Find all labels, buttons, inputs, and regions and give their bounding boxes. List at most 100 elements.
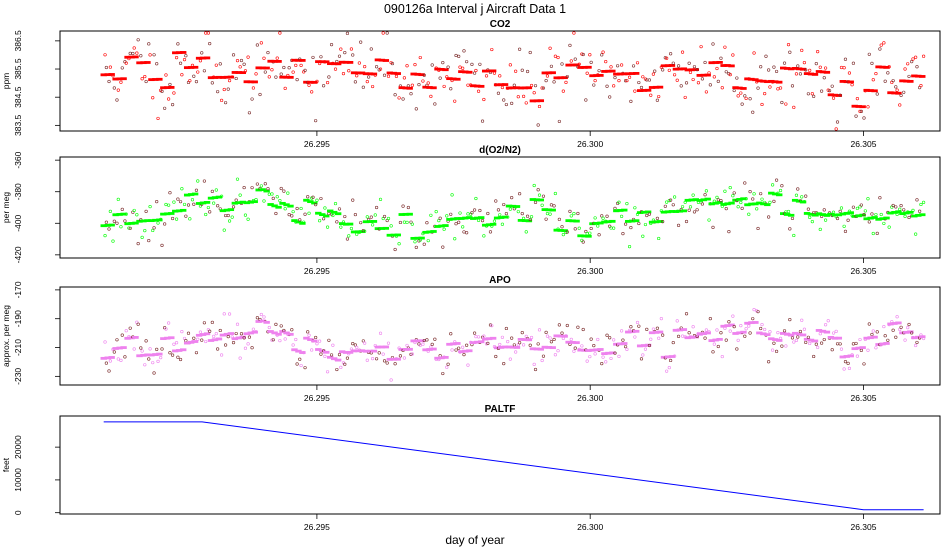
- data-point-co2: [751, 110, 755, 114]
- data-point-o2n2: [903, 214, 907, 219]
- data-point-o2n2: [786, 209, 791, 214]
- data-point-apo: [752, 321, 759, 324]
- data-point-co2: [764, 80, 771, 84]
- data-point-apo: [804, 340, 808, 345]
- data-point-apo: [589, 348, 596, 352]
- data-point-apo: [350, 349, 358, 353]
- data-point-o2n2: [744, 203, 751, 207]
- data-point-o2n2: [290, 214, 294, 218]
- data-point-o2n2: [879, 212, 883, 217]
- data-point-o2n2: [776, 193, 783, 197]
- data-point-co2: [167, 97, 171, 101]
- data-point-o2n2: [680, 209, 688, 213]
- data-point-apo: [143, 363, 147, 367]
- data-point-o2n2: [778, 188, 783, 193]
- data-point-apo: [907, 322, 911, 327]
- data-point-apo: [557, 323, 561, 327]
- data-point-apo: [222, 312, 226, 316]
- data-point-apo: [132, 347, 136, 351]
- data-point-co2: [914, 55, 918, 59]
- data-point-apo: [351, 342, 355, 346]
- data-point-o2n2: [401, 204, 405, 208]
- data-point-co2: [481, 69, 489, 73]
- data-point-co2: [637, 80, 641, 85]
- data-point-co2: [560, 62, 564, 66]
- data-point-o2n2: [222, 228, 226, 232]
- data-point-o2n2: [819, 213, 827, 216]
- data-point-o2n2: [620, 214, 624, 218]
- data-point-o2n2: [688, 198, 696, 202]
- data-point-co2: [192, 74, 196, 78]
- data-point-o2n2: [116, 197, 120, 201]
- data-point-co2: [144, 61, 151, 64]
- data-point-o2n2: [629, 225, 633, 230]
- data-point-co2: [152, 78, 159, 81]
- data-point-apo: [327, 355, 334, 359]
- data-point-apo: [529, 335, 534, 340]
- x-tick-label-paltf-2: 26.305: [850, 522, 876, 532]
- data-point-apo: [573, 341, 580, 345]
- data-point-co2: [266, 50, 270, 55]
- data-point-o2n2: [613, 206, 617, 210]
- data-point-o2n2: [740, 197, 747, 201]
- data-point-o2n2: [413, 240, 417, 244]
- data-point-o2n2: [227, 219, 232, 223]
- data-point-o2n2: [561, 233, 565, 237]
- data-point-apo: [605, 333, 609, 337]
- data-point-co2: [665, 56, 669, 60]
- data-point-o2n2: [172, 209, 179, 213]
- data-point-co2: [470, 84, 477, 88]
- data-point-co2: [919, 75, 926, 78]
- y-tick-label-apo-0: -230: [13, 368, 23, 385]
- data-point-apo: [147, 357, 151, 361]
- data-point-co2: [772, 80, 779, 84]
- data-point-o2n2: [112, 213, 119, 217]
- data-point-apo: [155, 347, 159, 351]
- data-point-co2: [417, 82, 421, 87]
- data-point-co2: [867, 89, 874, 92]
- data-point-co2: [557, 76, 564, 80]
- data-point-co2: [418, 55, 422, 60]
- data-point-co2: [719, 56, 723, 60]
- data-point-apo: [549, 346, 556, 350]
- data-point-o2n2: [454, 217, 461, 220]
- data-point-co2: [633, 89, 637, 93]
- data-point-co2: [831, 96, 836, 100]
- data-point-o2n2: [552, 204, 556, 208]
- data-point-o2n2: [768, 200, 772, 204]
- data-point-o2n2: [474, 216, 481, 220]
- data-point-o2n2: [386, 216, 391, 221]
- data-point-apo: [808, 341, 812, 346]
- data-point-co2: [351, 53, 355, 57]
- data-point-co2: [504, 102, 508, 107]
- data-point-o2n2: [863, 209, 867, 213]
- data-point-apo: [505, 345, 513, 349]
- data-point-co2: [768, 85, 772, 89]
- data-point-apo: [410, 339, 417, 343]
- data-point-apo: [851, 342, 856, 346]
- data-point-apo: [514, 350, 518, 354]
- plot-frame-paltf: [59, 415, 941, 515]
- data-point-o2n2: [235, 177, 240, 181]
- data-point-o2n2: [804, 194, 808, 198]
- data-point-co2: [223, 75, 231, 79]
- data-point-apo: [470, 341, 477, 345]
- data-point-co2: [589, 74, 596, 78]
- data-point-co2: [525, 86, 533, 90]
- data-point-apo: [148, 353, 155, 357]
- data-point-apo: [768, 337, 775, 341]
- data-point-apo: [569, 341, 576, 344]
- data-point-o2n2: [445, 214, 449, 218]
- data-point-apo: [501, 345, 509, 349]
- data-point-apo: [263, 320, 270, 324]
- data-point-o2n2: [756, 226, 760, 231]
- data-point-co2: [655, 98, 659, 102]
- data-point-o2n2: [919, 202, 923, 207]
- data-point-co2: [263, 70, 267, 74]
- data-point-apo: [747, 324, 751, 328]
- data-point-apo: [310, 348, 314, 352]
- data-point-apo: [580, 344, 584, 348]
- data-point-o2n2: [751, 197, 755, 201]
- data-point-apo: [243, 332, 250, 336]
- data-point-apo: [791, 331, 799, 335]
